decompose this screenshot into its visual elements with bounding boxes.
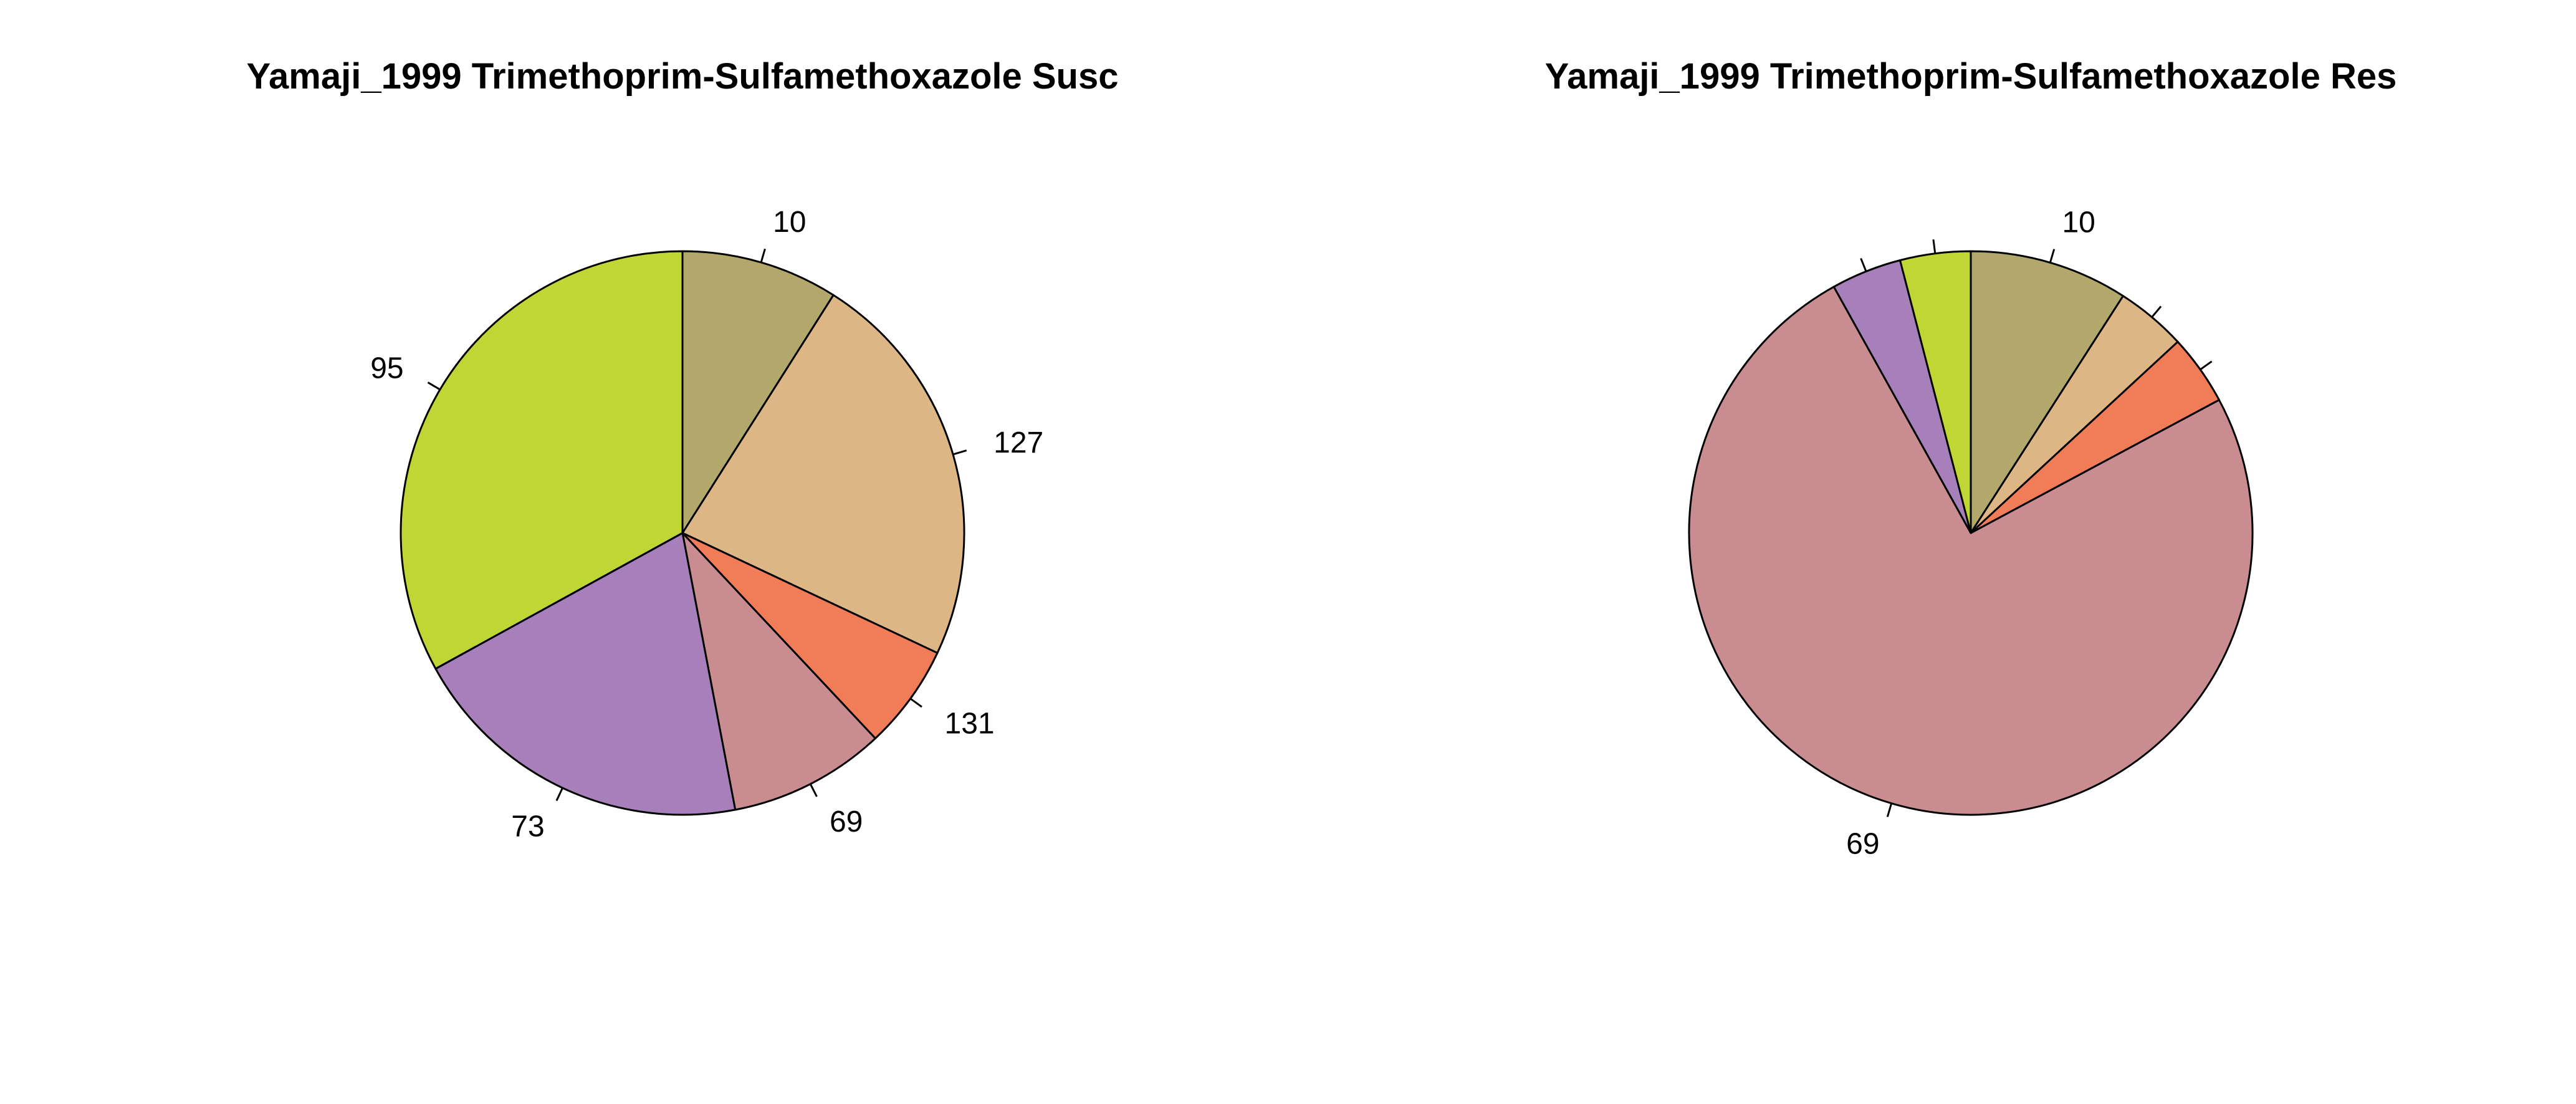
pie-label-tick — [1932, 239, 1937, 254]
pie-slice — [400, 250, 684, 670]
pie-slice-label: 73 — [511, 810, 544, 843]
pie-slice-label: 10 — [2062, 206, 2095, 239]
pie-slice-label: 95 — [370, 352, 403, 385]
pie-slice-label: 131 — [945, 708, 995, 741]
pie-slice — [681, 532, 876, 811]
pie-chart-susceptible: Yamaji_1999 Trimethoprim-Sulfamethoxazol… — [247, 56, 1119, 843]
chart-title: Yamaji_1999 Trimethoprim-Sulfamethoxazol… — [1545, 56, 2397, 97]
pie-label-tick — [2151, 305, 2162, 318]
pie-slices — [1688, 250, 2254, 816]
pie-label-tick — [760, 248, 766, 263]
pie-label-tick — [555, 787, 563, 802]
pie-slice — [681, 250, 835, 534]
pie-slice — [1970, 250, 2124, 534]
pie-slice — [1898, 250, 1972, 534]
pie-label-tick — [2049, 249, 2056, 263]
pie-label-tick — [2200, 360, 2213, 371]
pie-labels: 10 69 — [1846, 206, 2213, 861]
pie-labels: 10 127 131 69 73 95 — [370, 206, 1043, 843]
pie-slice-label: 69 — [1846, 828, 1879, 861]
pie-slice — [681, 294, 965, 654]
pie-slices — [400, 250, 965, 816]
pie-chart-resistant: Yamaji_1999 Trimethoprim-Sulfamethoxazol… — [1545, 56, 2397, 861]
chart-title: Yamaji_1999 Trimethoprim-Sulfamethoxazol… — [247, 56, 1119, 97]
pie-label-tick — [952, 449, 967, 456]
pie-slice-label: 10 — [773, 206, 806, 239]
pie-slice — [681, 532, 939, 739]
pie-slice-label: 127 — [994, 426, 1043, 459]
pie-label-tick — [427, 382, 441, 391]
pie-label-tick — [909, 698, 922, 708]
pie-label-tick — [809, 784, 818, 797]
pie-label-tick — [1860, 257, 1867, 272]
pie-slice — [1688, 286, 2254, 816]
pie-slice — [434, 532, 737, 816]
pie-label-tick — [1886, 803, 1893, 817]
pie-slice-label: 69 — [830, 805, 863, 838]
